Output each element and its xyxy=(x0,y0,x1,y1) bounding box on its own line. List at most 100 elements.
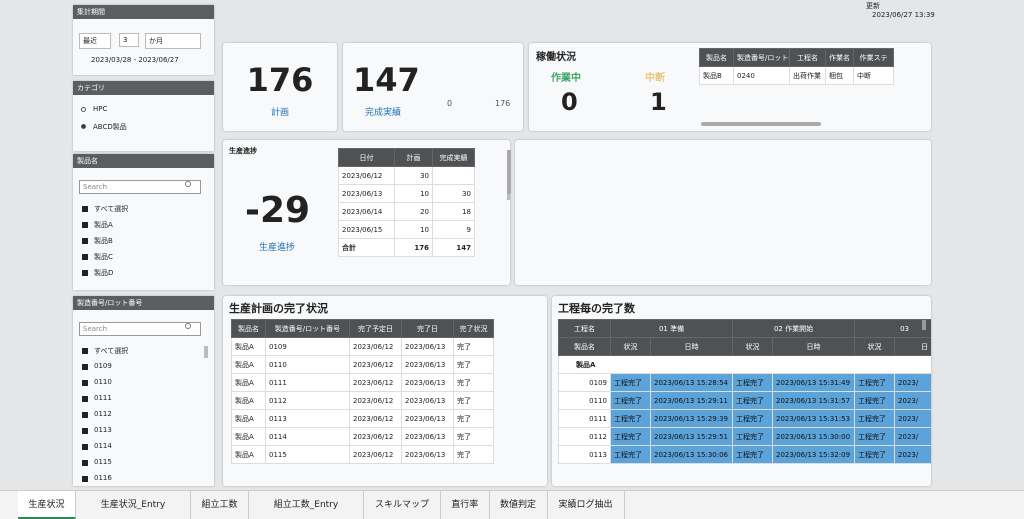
cell: 工程完了 xyxy=(610,373,651,392)
group-row: 製品A xyxy=(557,355,931,374)
group-cell: 製品A xyxy=(557,355,931,374)
header-cell: 状況 xyxy=(732,337,774,356)
checkbox[interactable] xyxy=(82,270,88,276)
list-item: 0114 xyxy=(94,442,112,450)
search-box[interactable]: Search xyxy=(79,322,201,336)
cell: 2023/06/13 xyxy=(401,355,454,374)
status-title: 稼働状況 xyxy=(536,52,576,63)
cell: 2023/ xyxy=(894,373,931,392)
cell: 0111 xyxy=(558,409,611,428)
cell: 2023/06/13 15:29:51 xyxy=(649,427,734,446)
header-cell: 製品名 xyxy=(231,319,266,338)
unit-dropdown[interactable]: か月 xyxy=(145,33,201,49)
cell: 出荷作業 xyxy=(789,66,826,85)
header-cell: 完了予定日 xyxy=(349,319,402,338)
cell: 工程完了 xyxy=(854,391,896,410)
date-range: 2023/03/28 - 2023/06/27 xyxy=(91,56,179,64)
process-card: 工程毎の完了数 工程名 01 準備 02 作業開始 03 製品名 状況 日時 状況 日時 状況日製… xyxy=(552,296,931,486)
panel-header: 製造番号/ロット番号 xyxy=(73,296,214,310)
tab[interactable]: 生産状況_Entry xyxy=(76,491,191,519)
checkbox[interactable] xyxy=(82,380,88,386)
tab[interactable]: 数値判定 xyxy=(490,491,548,519)
actual-card: 147 完成実績 0 176 xyxy=(343,43,523,131)
cell: 工程完了 xyxy=(732,409,774,428)
radio[interactable] xyxy=(81,107,86,112)
cell: 工程完了 xyxy=(610,409,651,428)
cell: 2023/ xyxy=(894,427,931,446)
checkbox[interactable] xyxy=(82,238,88,244)
tab[interactable]: 組立工数_Entry xyxy=(249,491,364,519)
checkbox[interactable] xyxy=(82,254,88,260)
cell: 工程完了 xyxy=(610,391,651,410)
list-item: 0113 xyxy=(94,426,112,434)
checkbox[interactable] xyxy=(82,364,88,370)
header-row: 製品名 状況 日時 状況 日時 状況日 xyxy=(558,337,931,356)
cell: 2023/06/12 xyxy=(349,427,402,446)
checkbox[interactable] xyxy=(82,206,88,212)
progress-title: 生産進捗 xyxy=(229,147,257,155)
header-row: 製品名 製造番号/ロット番号 完了予定日 完了日 完了状況 xyxy=(231,319,494,338)
cell: 工程完了 xyxy=(732,391,774,410)
cell: 20 xyxy=(394,202,433,221)
tab-bar: 生産状況 生産状況_Entry 組立工数 組立工数_Entry スキルマップ 直行率 数値判… xyxy=(0,490,1024,519)
header-cell: 工程名 xyxy=(558,319,611,338)
gauge-min: 0 xyxy=(447,99,453,108)
cell: 2023/06/13 15:31:53 xyxy=(772,409,856,428)
checkbox[interactable] xyxy=(82,396,88,402)
cell: 2023/06/14 xyxy=(338,202,395,221)
cell: 0110 xyxy=(558,391,611,410)
row: 製品A 0112 2023/06/12 2023/06/13 完了 xyxy=(231,391,494,410)
header-cell: 状況 xyxy=(854,337,896,356)
tab[interactable]: 実績ログ抽出 xyxy=(548,491,625,519)
cell: 2023/06/13 15:31:57 xyxy=(772,391,856,410)
cell: 2023/06/13 xyxy=(401,391,454,410)
data-table: 工程名 01 準備 02 作業開始 03 製品名 状況 日時 状況 日時 状況日製品A 0109 工… xyxy=(557,319,931,464)
cell: 2023/06/13 15:31:49 xyxy=(772,373,856,392)
cell: 工程完了 xyxy=(610,427,651,446)
tab[interactable]: 生産状況 xyxy=(18,491,76,519)
category-option: HPC xyxy=(93,105,108,113)
checkbox[interactable] xyxy=(82,412,88,418)
tab[interactable]: 直行率 xyxy=(441,491,490,519)
checkbox[interactable] xyxy=(82,444,88,450)
plan-value: 176 xyxy=(246,61,314,99)
cell: 完了 xyxy=(453,445,494,464)
row: 2023/06/12 30 xyxy=(338,166,475,185)
checkbox[interactable] xyxy=(82,348,88,354)
cell: 2023/06/12 xyxy=(349,391,402,410)
cell: 完了 xyxy=(453,337,494,356)
cell: 2023/06/13 xyxy=(338,184,395,203)
list-item: 0111 xyxy=(94,394,112,402)
cell: 2023/06/12 xyxy=(349,445,402,464)
checkbox[interactable] xyxy=(82,460,88,466)
radio[interactable] xyxy=(81,124,86,129)
mode-dropdown[interactable]: 最近 xyxy=(79,33,111,49)
cell: 完了 xyxy=(453,355,494,374)
header-cell: 製品名 xyxy=(558,337,611,356)
data-table: 日付 計画 完成実績 2023/06/12 30 2023/06/13 10 30 2023/0… xyxy=(338,148,475,257)
checkbox[interactable] xyxy=(82,476,88,482)
working-label: 作業中 xyxy=(551,73,581,84)
section-title: 生産計画の完了状況 xyxy=(229,302,328,315)
header-cell: 工程名 xyxy=(789,48,826,67)
cell: 製品A xyxy=(231,355,266,374)
progress-card: 生産進捗 -29 生産進捗 日付 計画 完成実績 2023/06/12 30 2023/06/1… xyxy=(223,140,510,285)
cell: 2023/06/13 15:28:54 xyxy=(649,373,734,392)
cell: 0115 xyxy=(265,445,350,464)
cell: 製品B xyxy=(699,66,734,85)
cell: 工程完了 xyxy=(610,445,651,464)
checkbox[interactable] xyxy=(82,222,88,228)
cell: 0111 xyxy=(265,373,350,392)
row: 製品A 0113 2023/06/12 2023/06/13 完了 xyxy=(231,409,494,428)
checkbox[interactable] xyxy=(82,428,88,434)
search-box[interactable]: Search xyxy=(79,180,201,194)
count-input[interactable]: 3 xyxy=(119,33,139,47)
cell: 2023/06/13 xyxy=(401,427,454,446)
cell: 工程完了 xyxy=(854,445,896,464)
cell: 完了 xyxy=(453,427,494,446)
header-cell: 日付 xyxy=(338,148,395,167)
header-cell: 作業ステ xyxy=(853,48,894,67)
tab[interactable]: 組立工数 xyxy=(191,491,249,519)
tab[interactable]: スキルマップ xyxy=(364,491,441,519)
